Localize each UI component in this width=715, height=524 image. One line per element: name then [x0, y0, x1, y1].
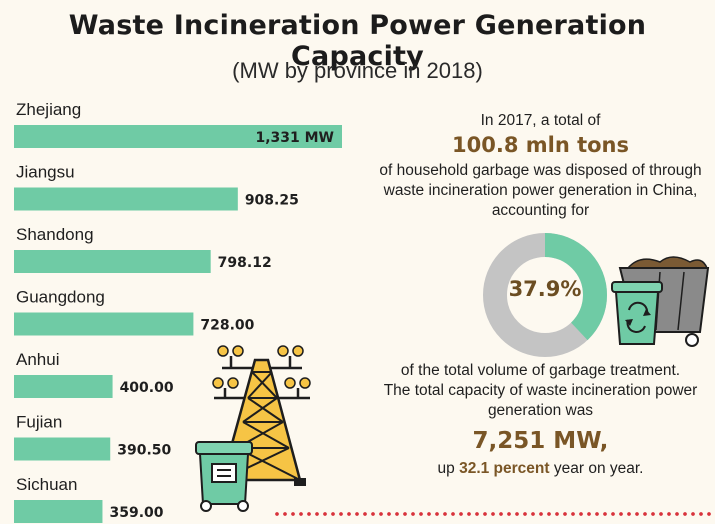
category-label: Fujian	[16, 413, 62, 432]
dotted-divider	[273, 512, 715, 516]
category-label: Sichuan	[16, 475, 77, 494]
desc-line-2: waste incineration power generation in C…	[383, 182, 698, 199]
value-label: 908.25	[245, 193, 299, 209]
category-label: Anhui	[16, 350, 59, 369]
total-capacity: 7,251 MW,	[472, 428, 609, 454]
garbage-bin-icon	[195, 441, 253, 512]
after-line-2: The total capacity of waste incineration…	[383, 382, 698, 399]
garbage-tons: 100.8 mln tons	[452, 133, 629, 157]
growth-suffix: year on year.	[553, 460, 644, 477]
page-subtitle: (MW by province in 2018)	[232, 58, 483, 83]
growth-prefix: up	[437, 460, 455, 477]
donut-percent: 37.9%	[508, 277, 582, 301]
garbage-cart-icon	[611, 256, 710, 347]
category-label: Shandong	[16, 225, 94, 244]
value-label: 728.00	[200, 318, 254, 334]
bar	[14, 375, 113, 398]
value-label: 1,331 MW	[255, 130, 334, 146]
desc-line-3: accounting for	[491, 202, 590, 219]
value-label: 400.00	[120, 380, 174, 396]
value-label: 359.00	[109, 505, 163, 521]
value-label: 798.12	[218, 255, 272, 271]
category-label: Jiangsu	[16, 163, 75, 182]
bar	[14, 312, 194, 336]
donut-segment	[483, 233, 607, 357]
intro-text: In 2017, a total of	[480, 112, 601, 129]
bar	[14, 500, 103, 523]
share-donut	[483, 233, 607, 357]
bar	[14, 437, 111, 461]
growth-line: up 32.1 percent year on year.	[366, 459, 715, 479]
bar	[14, 125, 342, 148]
category-label: Zhejiang	[16, 100, 81, 119]
bar	[14, 187, 238, 211]
desc-line-1: of household garbage was disposed of thr…	[379, 162, 702, 179]
bar	[14, 250, 211, 273]
page-title: Waste Incineration Power Generation Capa…	[68, 10, 647, 72]
after-line-1: of the total volume of garbage treatment…	[400, 362, 681, 379]
category-label: Guangdong	[16, 288, 105, 307]
growth-value: 32.1 percent	[459, 460, 550, 477]
after-line-3: generation was	[487, 402, 594, 419]
value-label: 390.50	[117, 443, 171, 459]
